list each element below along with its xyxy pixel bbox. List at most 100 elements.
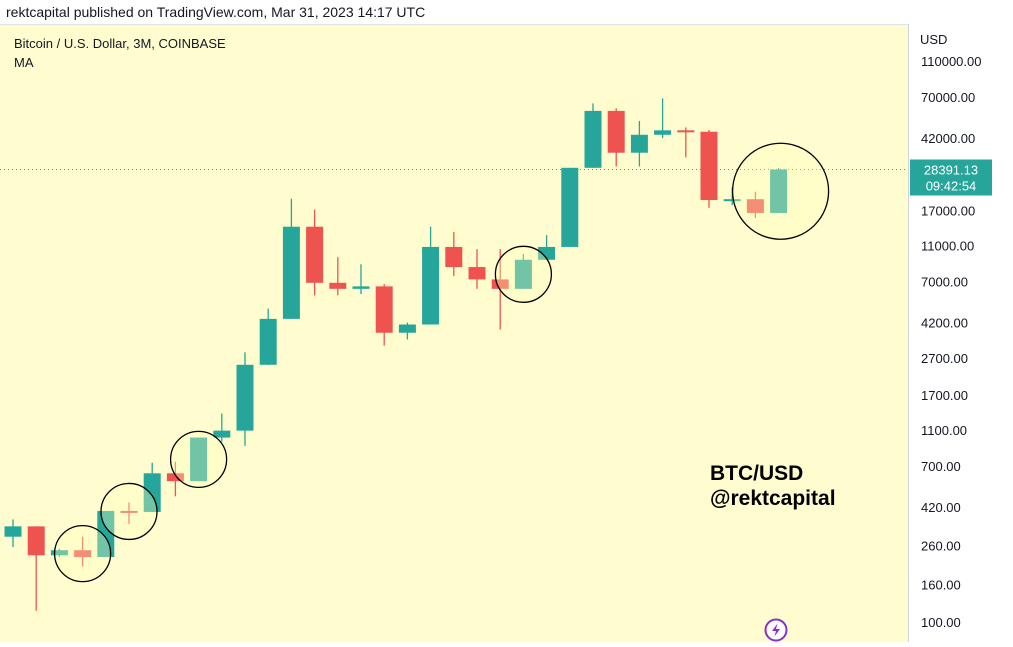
candle-body (259, 318, 277, 365)
candle[interactable] (398, 322, 416, 340)
price-axis-background[interactable] (908, 24, 1013, 642)
candle[interactable] (213, 413, 231, 442)
publish-header: rektcapital published on TradingView.com… (6, 4, 426, 20)
candle-body (74, 550, 92, 558)
candle[interactable] (538, 235, 556, 260)
candle-body (282, 226, 300, 319)
highlight-circles-group (53, 142, 830, 583)
candle[interactable] (445, 232, 463, 277)
candle[interactable] (607, 108, 625, 167)
y-tick-label: 160.00 (921, 577, 961, 592)
candle-body (584, 110, 602, 168)
candle-body (677, 130, 695, 133)
candle[interactable] (50, 548, 68, 558)
candlestick-chart[interactable]: Bitcoin / U.S. Dollar, 3M, COINBASE MA U… (0, 24, 1013, 642)
candle-body (4, 526, 22, 537)
candle-body (422, 246, 440, 325)
axis-currency-label: USD (920, 32, 947, 47)
candle-body (468, 267, 486, 280)
candle-body (538, 246, 556, 260)
candle[interactable] (561, 167, 579, 247)
candle-body (375, 286, 393, 333)
y-tick-label: 42000.00 (921, 131, 975, 146)
y-tick-label: 110000.00 (921, 54, 982, 69)
indicator-label[interactable]: MA (14, 55, 34, 70)
candle[interactable] (190, 437, 208, 482)
candle-body (143, 473, 161, 512)
highlight-circle (169, 430, 228, 489)
y-tick-label: 7000.00 (921, 275, 968, 290)
highlight-circle (731, 142, 830, 240)
candle-body (491, 279, 509, 289)
candle[interactable] (143, 462, 161, 512)
annotation-author: @rektcapital (710, 487, 836, 510)
candle[interactable] (120, 502, 138, 524)
candle[interactable] (259, 308, 277, 365)
candle[interactable] (700, 129, 718, 208)
candle[interactable] (584, 103, 602, 168)
y-tick-label: 17000.00 (921, 204, 975, 219)
candle[interactable] (236, 352, 254, 446)
candle-body (398, 324, 416, 333)
highlight-circle (53, 524, 112, 583)
highlight-circle (100, 482, 158, 541)
candle-body (166, 473, 184, 482)
candle-body (352, 286, 370, 289)
candle[interactable] (27, 526, 45, 611)
candle-body (445, 246, 463, 268)
candle[interactable] (74, 536, 92, 567)
candle[interactable] (282, 198, 300, 319)
price-tag-box (910, 159, 992, 196)
price-tag: 28391.13 09:42:54 (910, 159, 992, 196)
y-tick-label: 1100.00 (921, 423, 967, 438)
y-tick-label: 70000.00 (921, 90, 975, 105)
candle[interactable] (4, 519, 22, 548)
price-tag-countdown: 09:42:54 (926, 178, 977, 193)
y-tick-label: 100.00 (921, 615, 961, 630)
candle[interactable] (677, 127, 695, 158)
candle[interactable] (422, 226, 440, 325)
candle-body (27, 526, 45, 556)
annotation-pair: BTC/USD (710, 462, 803, 485)
plot-background (0, 24, 908, 642)
lightning-icon[interactable] (764, 618, 788, 642)
candle[interactable] (375, 283, 393, 346)
candle[interactable] (166, 461, 184, 497)
candle[interactable] (306, 209, 324, 296)
candle[interactable] (514, 253, 532, 289)
candle[interactable] (329, 257, 347, 296)
candle-body (630, 134, 648, 153)
candle-body (700, 131, 718, 201)
y-tick-label: 4200.00 (921, 316, 968, 331)
y-tick-label: 2700.00 (921, 351, 968, 366)
candle-body (190, 437, 208, 482)
candle[interactable] (654, 98, 672, 139)
candle-body (329, 282, 347, 289)
y-tick-label: 420.00 (921, 500, 961, 515)
candle-body (561, 167, 579, 247)
candle-body (654, 130, 672, 135)
chart-container[interactable]: Bitcoin / U.S. Dollar, 3M, COINBASE MA U… (0, 24, 1013, 642)
candle-body (607, 110, 625, 153)
price-tag-value: 28391.13 (924, 162, 978, 177)
y-tick-label: 700.00 (921, 459, 961, 474)
symbol-title: Bitcoin / U.S. Dollar, 3M, COINBASE (14, 36, 226, 51)
candle[interactable] (468, 249, 486, 289)
y-tick-label: 1700.00 (921, 388, 968, 403)
candle-body (723, 199, 741, 202)
highlight-circle (494, 245, 553, 303)
candle-body (50, 550, 68, 556)
candles-group[interactable] (4, 98, 788, 611)
candle-body (514, 259, 532, 289)
candle-body (120, 510, 138, 513)
candle-body (213, 430, 231, 438)
candle[interactable] (770, 167, 788, 213)
candle-body (236, 364, 254, 431)
candle[interactable] (630, 121, 648, 167)
y-tick-label: 11000.00 (921, 238, 974, 253)
y-tick-label: 260.00 (921, 538, 961, 553)
candle-body (306, 226, 324, 283)
candle[interactable] (352, 264, 370, 295)
candle[interactable] (746, 191, 764, 218)
candle-body (746, 199, 764, 213)
